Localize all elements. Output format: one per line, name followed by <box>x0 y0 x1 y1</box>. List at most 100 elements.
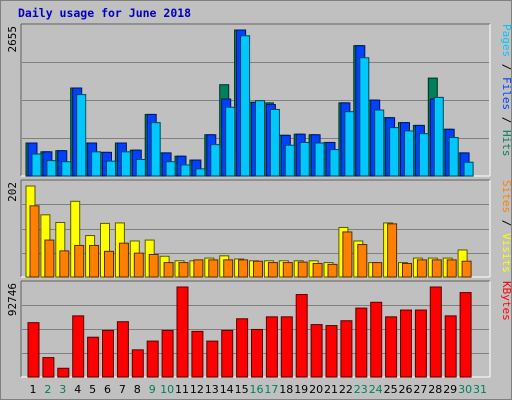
bar-pages-day-28 <box>433 96 444 177</box>
bar-sites-day-13 <box>208 259 219 278</box>
bar-pages-day-11 <box>180 164 191 177</box>
bar-kbytes-day-26 <box>400 309 412 378</box>
legend-entry: Sites <box>500 180 512 213</box>
x-tick-day-2: 2 <box>44 383 51 396</box>
bar-sites-day-23 <box>357 244 368 278</box>
bar-kbytes-day-30 <box>459 292 472 378</box>
bar-pages-day-25 <box>389 127 400 177</box>
bar-sites-day-29 <box>446 259 457 278</box>
bar-sites-day-14 <box>223 259 234 278</box>
bar-sites-day-20 <box>312 262 323 278</box>
bar-pages-day-8 <box>135 159 146 177</box>
bar-kbytes-day-18 <box>280 316 293 378</box>
bar-kbytes-day-7 <box>116 321 129 378</box>
bar-pages-day-17 <box>269 108 280 177</box>
x-tick-day-8: 8 <box>134 383 141 396</box>
bar-kbytes-day-24 <box>370 301 383 378</box>
bar-sites-day-16 <box>253 260 263 278</box>
bar-pages-day-9 <box>150 122 161 177</box>
legend-entry: Pages <box>500 24 512 57</box>
bar-pages-day-2 <box>46 160 57 177</box>
bar-sites-day-25 <box>387 223 398 278</box>
bar-sites-day-15 <box>238 259 249 278</box>
bar-sites-day-24 <box>372 262 383 278</box>
bar-sites-day-4 <box>74 244 85 278</box>
legend-entry: / <box>500 57 512 77</box>
x-tick-day-24: 24 <box>369 383 383 396</box>
bar-kbytes-day-28 <box>429 286 442 378</box>
bar-pages-day-24 <box>374 109 385 177</box>
legend-entry: / <box>500 110 512 130</box>
legend-entry: Hits <box>500 130 512 157</box>
bar-pages-day-1 <box>31 153 42 177</box>
bar-pages-day-16 <box>255 100 265 177</box>
x-tick-day-11: 11 <box>175 383 189 396</box>
x-tick-day-26: 26 <box>399 383 413 396</box>
bar-sites-day-30 <box>461 260 472 278</box>
x-tick-day-30: 30 <box>458 383 472 396</box>
bar-kbytes-day-29 <box>444 315 457 378</box>
bar-pages-day-29 <box>448 137 459 177</box>
x-tick-day-16: 16 <box>250 383 264 396</box>
x-tick-day-9: 9 <box>149 383 156 396</box>
x-tick-day-6: 6 <box>104 383 111 396</box>
x-tick-day-17: 17 <box>264 383 278 396</box>
legend-entry: Visits <box>500 233 512 273</box>
bar-kbytes-day-5 <box>87 336 100 378</box>
bar-sites-day-11 <box>178 262 189 278</box>
bar-kbytes-day-22 <box>340 320 353 378</box>
bar-kbytes-day-21 <box>325 325 338 378</box>
bar-sites-day-18 <box>282 262 293 278</box>
bar-sites-day-22 <box>342 231 353 278</box>
bar-pages-day-26 <box>404 130 414 177</box>
bar-kbytes-day-8 <box>131 349 144 378</box>
y-max-label: 2655 <box>6 26 19 53</box>
bar-kbytes-day-14 <box>221 329 234 378</box>
bar-kbytes-day-19 <box>295 294 308 378</box>
x-tick-day-19: 19 <box>294 383 308 396</box>
bar-pages-day-27 <box>418 133 429 177</box>
bar-pages-day-20 <box>314 142 325 177</box>
bar-sites-day-1 <box>29 205 40 278</box>
x-tick-day-5: 5 <box>89 383 96 396</box>
x-tick-day-28: 28 <box>428 383 442 396</box>
x-tick-day-7: 7 <box>119 383 126 396</box>
x-tick-day-27: 27 <box>413 383 427 396</box>
panel-visits-sites: 202 Sites / Visits <box>6 179 512 278</box>
legend-label: KBytes <box>500 281 512 321</box>
x-tick-day-4: 4 <box>74 383 81 396</box>
bar-sites-day-27 <box>416 259 427 278</box>
bar-kbytes-day-2 <box>42 357 55 378</box>
x-tick-day-13: 13 <box>205 383 219 396</box>
x-tick-day-25: 25 <box>384 383 398 396</box>
bar-kbytes-day-15 <box>236 318 249 378</box>
bar-kbytes-day-3 <box>57 367 70 378</box>
bar-sites-day-19 <box>297 261 308 278</box>
x-tick-day-31: 31 <box>473 383 487 396</box>
legend-label: Sites / Visits <box>500 180 512 273</box>
x-tick-day-10: 10 <box>160 383 174 396</box>
bar-pages-day-22 <box>344 111 355 177</box>
bar-kbytes-day-4 <box>72 315 85 378</box>
x-tick-day-21: 21 <box>324 383 338 396</box>
bar-kbytes-day-20 <box>310 324 323 378</box>
x-tick-day-1: 1 <box>30 383 37 396</box>
legend-entry: / <box>500 213 512 233</box>
chart-title: Daily usage for June 2018 <box>18 6 192 20</box>
bar-sites-day-12 <box>193 259 204 278</box>
bar-kbytes-day-6 <box>102 329 114 378</box>
bar-sites-day-6 <box>104 250 114 278</box>
bar-pages-day-12 <box>195 168 206 177</box>
x-tick-day-12: 12 <box>190 383 204 396</box>
bar-kbytes-day-23 <box>355 307 368 378</box>
legend-entry: Files <box>500 77 512 110</box>
panel-kbytes: 92746 KBytes <box>6 280 512 378</box>
bar-kbytes-day-27 <box>414 309 427 378</box>
x-tick-day-22: 22 <box>339 383 353 396</box>
bar-kbytes-day-10 <box>161 329 174 378</box>
bar-sites-day-2 <box>44 239 55 278</box>
x-tick-day-20: 20 <box>309 383 323 396</box>
bar-pages-day-19 <box>299 141 310 177</box>
bar-pages-day-23 <box>359 57 370 177</box>
